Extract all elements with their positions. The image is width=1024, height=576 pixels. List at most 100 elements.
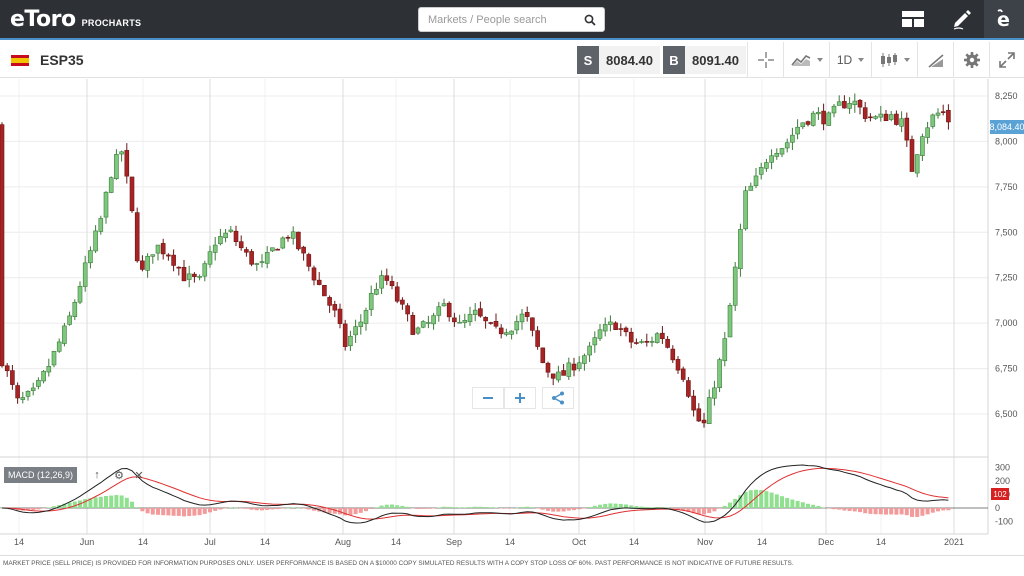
macd-histogram-bar (530, 507, 535, 508)
zoom-out-button[interactable] (472, 387, 504, 409)
candle-body (519, 313, 525, 323)
buy-price-button[interactable]: B 8091.40 (663, 46, 746, 74)
layout-icon[interactable] (893, 0, 933, 38)
candle-body (774, 153, 780, 157)
fullscreen-button[interactable] (989, 42, 1024, 78)
macd-histogram-bar (395, 505, 400, 508)
candle-body (556, 371, 561, 381)
macd-histogram-bar (416, 508, 420, 509)
sell-price-button[interactable]: S 8084.40 (577, 46, 660, 74)
macd-histogram-bar (821, 507, 826, 509)
macd-indicator-label[interactable]: MACD (12,26,9) (4, 467, 77, 483)
macd-histogram-bar (161, 508, 166, 516)
candle-body (826, 112, 832, 126)
candle-body (264, 252, 270, 264)
share-button[interactable] (542, 387, 574, 409)
candle-body (212, 244, 218, 253)
timeframe-dropdown[interactable]: 1D (829, 42, 871, 78)
candle-body (93, 230, 98, 252)
candle-body (836, 101, 842, 106)
candle-body (280, 237, 286, 249)
price-tick-label: 7,000 (995, 318, 1018, 328)
candle-body (810, 112, 816, 126)
time-tick-label: 14 (629, 537, 639, 547)
macd-histogram-bar (930, 508, 935, 513)
candle-body (389, 281, 395, 286)
close-icon[interactable]: ✕ (134, 469, 144, 482)
macd-histogram-bar (390, 504, 394, 508)
macd-histogram-bar (327, 508, 332, 514)
candle-body (654, 333, 660, 343)
candle-body (322, 285, 327, 297)
etoro-logo-icon[interactable]: e (984, 0, 1024, 38)
search-input[interactable] (419, 8, 579, 31)
price-tick-label: 8,000 (995, 136, 1018, 146)
buy-price: 8091.40 (685, 46, 746, 74)
time-tick-label: 14 (260, 537, 270, 547)
macd-histogram-bar (431, 508, 436, 509)
macd-histogram-bar (36, 508, 41, 510)
candle-body (717, 359, 722, 388)
macd-histogram-bar (228, 507, 233, 509)
macd-histogram-bar (483, 507, 488, 508)
macd-histogram-bar (322, 508, 327, 513)
pencil-icon[interactable] (942, 0, 982, 38)
macd-histogram-bar (686, 508, 691, 512)
candle-body (145, 255, 150, 271)
chevron-down-icon (816, 58, 823, 62)
spain-flag-icon (11, 55, 29, 66)
macd-histogram-bar (691, 508, 696, 514)
etoro-logo[interactable]: eToro PROCHARTS (10, 7, 141, 32)
macd-histogram-bar (634, 506, 639, 508)
settings-button[interactable] (953, 42, 989, 78)
macd-histogram-bar (442, 506, 446, 508)
macd-histogram-bar (561, 508, 566, 512)
macd-histogram-bar (587, 507, 592, 508)
candle-body (561, 370, 566, 376)
price-chart[interactable]: 6,500 6,750 7,000 7,250 7,500 7,750 8,000 8,250… (0, 79, 1024, 555)
last-price-label: 8,084.40 (989, 120, 1024, 134)
candle-body (805, 121, 811, 125)
macd-histogram-bar (83, 499, 88, 508)
macd-histogram-bar (707, 508, 712, 514)
candle-body (784, 142, 790, 149)
candle-body (779, 148, 785, 155)
macd-histogram-bar (925, 508, 930, 515)
instrument-symbol: ESP35 (40, 52, 84, 68)
time-tick-label: 14 (138, 537, 148, 547)
macd-histogram-bar (754, 489, 758, 508)
candle-style-dropdown[interactable] (871, 42, 917, 78)
candle-body (493, 320, 499, 327)
search-icon[interactable] (584, 13, 596, 31)
candle-body (238, 241, 244, 249)
macd-histogram-bar (468, 507, 472, 508)
candle-body (483, 317, 488, 322)
macd-histogram-bar (910, 508, 914, 517)
crosshair-button[interactable] (747, 42, 783, 78)
candle-body (571, 363, 577, 371)
arrow-up-icon[interactable]: ↑ (94, 469, 100, 481)
macd-histogram-bar (946, 508, 951, 511)
macd-histogram-bar (868, 508, 873, 514)
candle-body (30, 387, 36, 391)
candle-body (472, 309, 478, 315)
macd-histogram-bar (306, 508, 311, 510)
macd-histogram-bar (234, 507, 238, 509)
chart-type-dropdown[interactable] (783, 42, 829, 78)
candle-body (514, 321, 520, 331)
candle-body (462, 319, 468, 323)
draw-tools-button[interactable] (917, 42, 953, 78)
macd-histogram-bar (572, 508, 576, 511)
candle-body (207, 251, 213, 265)
macd-histogram-bar (525, 506, 530, 508)
search-box[interactable] (418, 7, 605, 32)
macd-histogram-bar (52, 506, 56, 508)
macd-histogram-bar (577, 508, 582, 510)
macd-tick-label: 0 (995, 503, 1000, 513)
candle-body (228, 229, 234, 232)
candle-body (706, 397, 712, 424)
candle-body (680, 368, 686, 380)
zoom-in-button[interactable] (504, 387, 536, 409)
gear-icon[interactable]: ⚙ (114, 469, 124, 482)
buy-tag: B (663, 46, 685, 74)
